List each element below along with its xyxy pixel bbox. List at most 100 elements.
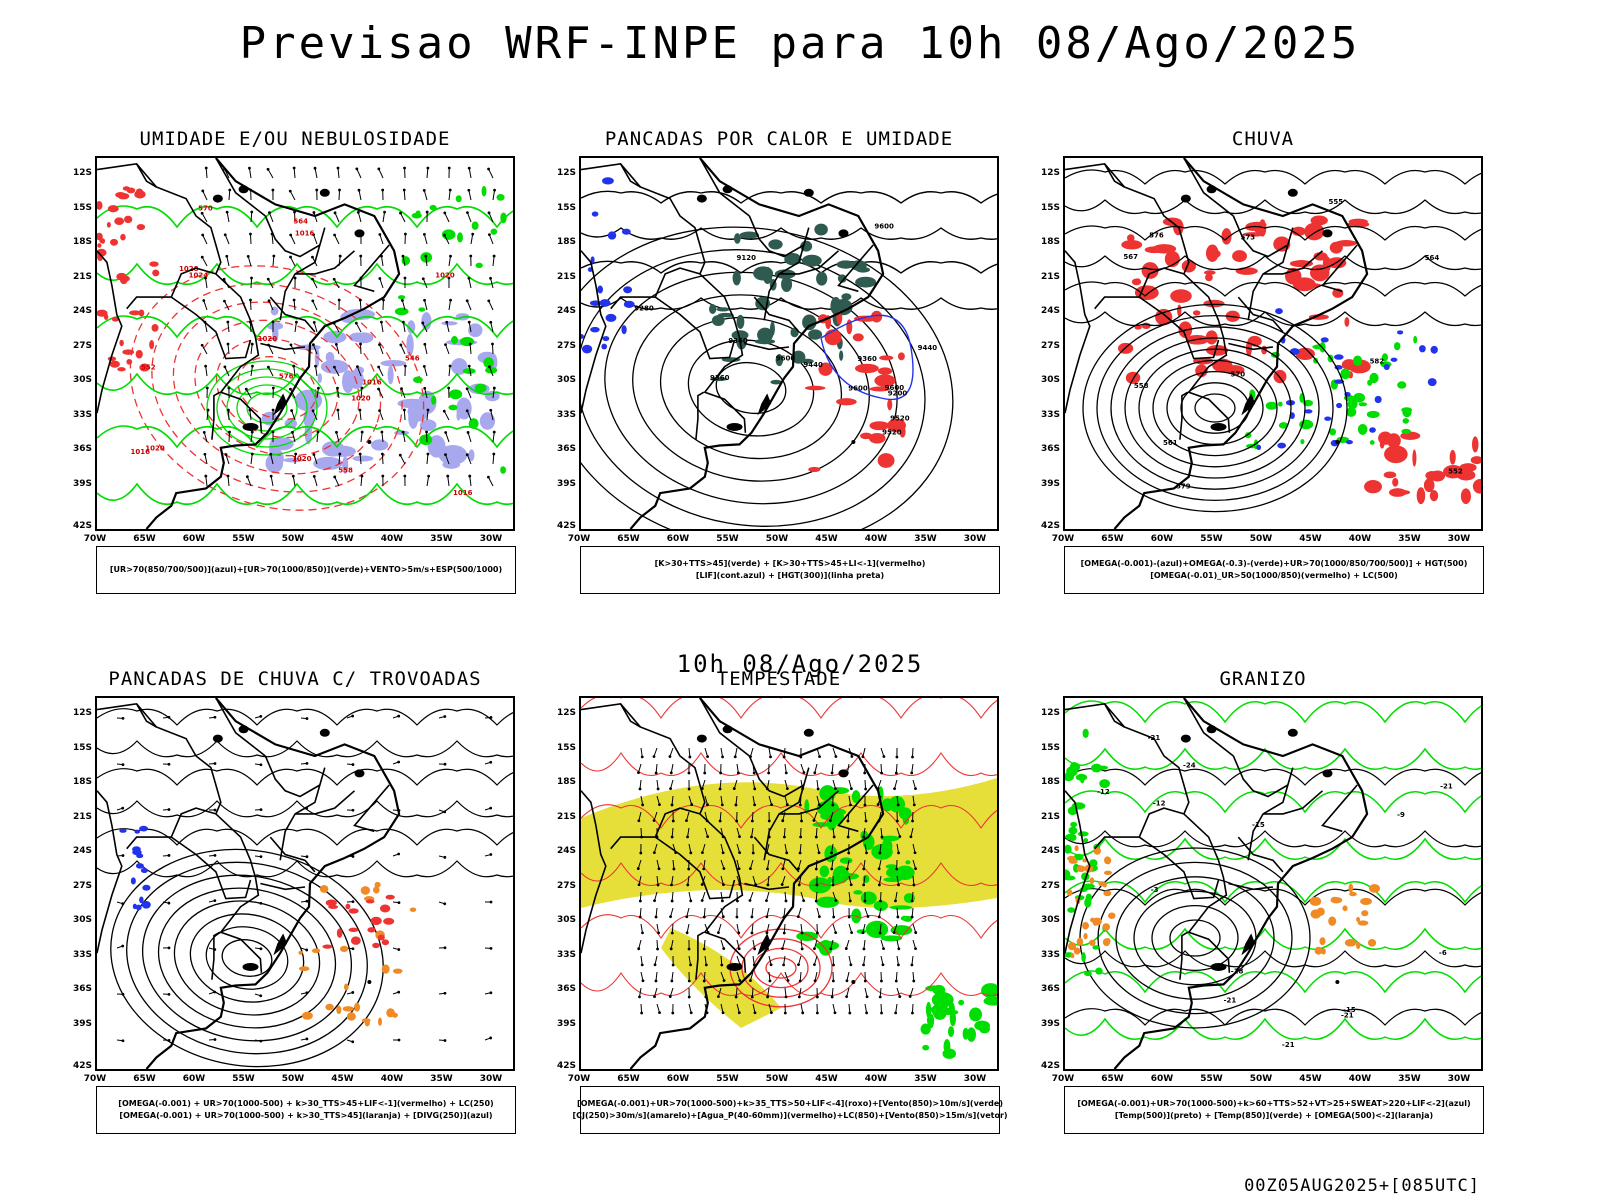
lat-tick-label: 21S (72, 811, 92, 822)
lat-tick-label: 39S (1040, 478, 1060, 489)
lon-tick-label: 70W (567, 1074, 591, 1084)
contour-label: 579 (1176, 483, 1191, 491)
lon-tick-label: 45W (815, 534, 838, 544)
legend-line: [LIF](cont.azul) + [HGT(300)](linha pret… (695, 571, 885, 580)
contour-label: 9360 (728, 337, 748, 345)
contour-label: -21 (1282, 1041, 1295, 1049)
contour-label: 9600 (885, 384, 905, 392)
legend-line: [UR>70(850/700/500)](azul)+[UR>70(1000/8… (109, 565, 503, 574)
lat-tick-label: 15S (72, 202, 92, 213)
lat-tick-label: 18S (1040, 777, 1060, 787)
legend-line: [OMEGA(-0.001)+UR>70(1000-500)+k>60+TTS>… (1077, 1099, 1471, 1108)
lat-tick-label: 21S (556, 271, 576, 282)
map-panel: GRANIZO -21 -21 -18 -15 -12 -12 -9 -6 -3 -24 -21 -15… (1018, 668, 1508, 1134)
lat-tick-label: 12S (556, 168, 576, 178)
lat-tick-label: 12S (556, 708, 576, 718)
contour-label: -21 (1224, 996, 1237, 1004)
lat-tick-label: 27S (72, 340, 92, 351)
wind850-field (920, 983, 997, 1059)
lon-tick-label: 55W (232, 1074, 255, 1084)
lon-tick-label: 50W (1249, 1074, 1273, 1084)
wind-vectors (116, 714, 493, 1044)
contour-label: 1020 (145, 445, 165, 453)
rain-blue-field (1256, 308, 1438, 450)
map-canvas (97, 698, 513, 1069)
lon-tick-label: 35W (1398, 1074, 1421, 1084)
contour-label: 1020 (292, 455, 312, 463)
contour-label: -12 (1153, 800, 1166, 808)
contour-label: -21 (1341, 1011, 1354, 1019)
divergence-blue-field (119, 825, 151, 911)
contour-label: -21 (1440, 783, 1453, 791)
lon-tick-label: 35W (914, 1074, 937, 1084)
lon-tick-label: 45W (1299, 534, 1322, 544)
contour-label: 564 (1425, 254, 1440, 262)
lon-tick-label: 60W (1150, 1074, 1174, 1084)
lon-tick-label: 65W (133, 534, 156, 544)
contour-label: 570 (198, 205, 213, 213)
panel-legend: [OMEGA(-0.001)+UR>70(1000-500)+k>35_TTS>… (572, 1086, 1008, 1134)
contour-label: -6 (1439, 949, 1447, 957)
lon-tick-label: 30W (963, 534, 987, 544)
lon-tick-label: 40W (864, 1074, 888, 1084)
contour-label: 567 (1123, 253, 1138, 261)
lat-tick-label: 36S (72, 444, 92, 454)
contour-label: 561 (1163, 439, 1178, 447)
lat-tick-label: 12S (72, 708, 92, 718)
lat-tick-label: 36S (556, 984, 576, 994)
lat-tick-label: 36S (72, 984, 92, 994)
lat-tick-label: 15S (1040, 742, 1060, 753)
lon-tick-label: 50W (281, 1074, 305, 1084)
forecast-map (579, 696, 999, 1071)
lon-tick-label: 70W (1051, 1074, 1075, 1084)
lon-tick-label: 60W (666, 534, 690, 544)
panel-title: PANCADAS POR CALOR E UMIDADE (604, 128, 954, 150)
contour-label: -3 (1151, 886, 1159, 894)
contour-label: 1028 (179, 265, 199, 273)
lat-tick-label: 24S (1040, 306, 1060, 316)
forecast-map: 9600 9600 9600 9600 9520 9520 9440 9440 9360 9360… (579, 156, 999, 531)
contour-label: -15 (1343, 1006, 1356, 1014)
lifted-index-contour (820, 314, 914, 400)
contour-label: 558 (338, 466, 353, 474)
contour-label: 9440 (918, 344, 938, 352)
contour-label: 552 (1448, 467, 1463, 475)
lat-tick-label: 21S (1040, 271, 1060, 282)
lat-tick-label: 24S (556, 846, 576, 856)
lat-tick-label: 27S (556, 340, 576, 351)
contour-label: 1024 (189, 271, 209, 279)
lon-tick-label: 55W (716, 1074, 739, 1084)
lat-tick-label: 36S (556, 444, 576, 454)
contour-label: -24 (1183, 762, 1196, 770)
map-panel: CHUVA 582 579 576 573 570 567 564 561 558 555 552 12… (1018, 128, 1508, 594)
lon-tick-label: 65W (133, 1074, 156, 1084)
lon-tick-label: 40W (380, 1074, 404, 1084)
legend-line: [OMEGA(-0.001)-(azul)+OMEGA(-0.3)-(verde… (1080, 559, 1468, 568)
map-panel: PANCADAS DE CHUVA C/ TROVOADAS 12S 15S 18S 2… (50, 668, 540, 1134)
lat-tick-label: 24S (72, 846, 92, 856)
lat-tick-label: 18S (1040, 237, 1060, 247)
forecast-date-label: 10h 08/Ago/2025 (676, 650, 924, 678)
lat-tick-label: 42S (556, 1061, 576, 1071)
lon-tick-label: 55W (1200, 534, 1223, 544)
contour-label: 1020 (351, 395, 371, 403)
panel-legend: [UR>70(850/700/500)](azul)+[UR>70(1000/8… (96, 546, 516, 594)
lon-tick-label: 35W (914, 534, 937, 544)
lon-tick-label: 60W (666, 1074, 690, 1084)
lon-tick-label: 40W (1348, 1074, 1372, 1084)
lon-tick-label: 40W (380, 534, 404, 544)
panel-legend: [OMEGA(-0.001) + UR>70(1000-500) + k>30_… (96, 1086, 516, 1134)
lon-tick-label: 45W (331, 534, 354, 544)
contour-label: 9360 (857, 355, 877, 363)
lat-tick-label: 27S (1040, 880, 1060, 891)
panel-title: TEMPESTADE (716, 668, 842, 690)
contour-label: 555 (1329, 198, 1344, 206)
contour-label: 1016 (453, 489, 473, 497)
rain-red-field (1117, 215, 1371, 384)
lat-tick-label: 30S (1040, 915, 1060, 925)
lat-tick-label: 30S (72, 375, 92, 385)
lon-tick-label: 70W (83, 1074, 107, 1084)
lat-tick-label: 42S (72, 1061, 92, 1071)
main-title: Previsao WRF-INPE para 10h 08/Ago/2025 (239, 18, 1361, 69)
lon-tick-label: 45W (1299, 1074, 1322, 1084)
